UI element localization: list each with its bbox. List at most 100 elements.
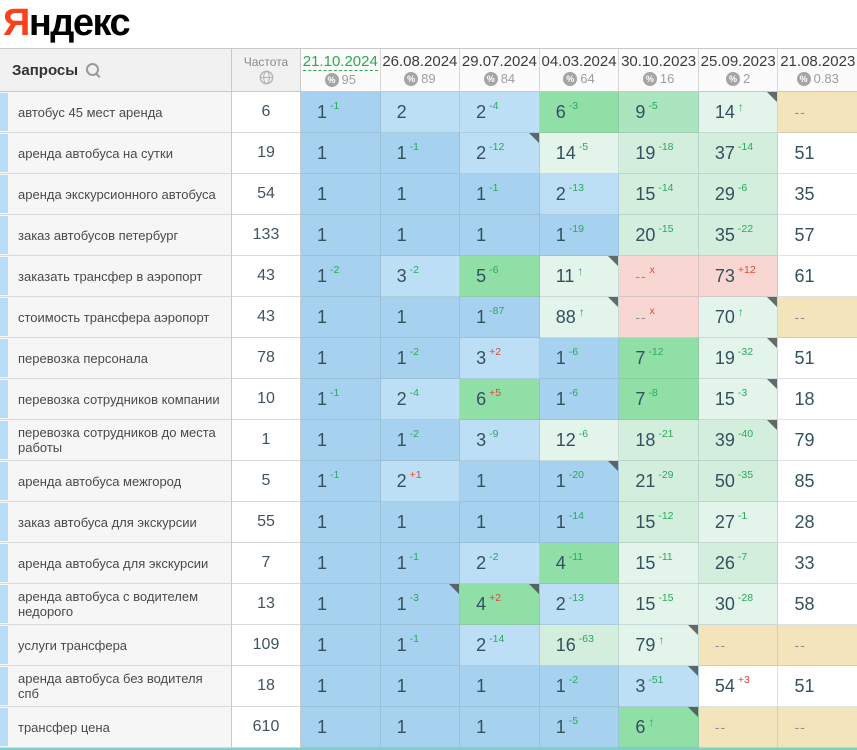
- position-cell[interactable]: 1 -1: [460, 174, 540, 215]
- position-cell[interactable]: 85: [778, 461, 857, 502]
- position-cell[interactable]: 50 -35: [698, 461, 779, 502]
- position-cell[interactable]: 1 -6: [539, 338, 620, 379]
- position-cell[interactable]: 1: [301, 543, 381, 584]
- position-cell[interactable]: 70 ↑: [698, 297, 779, 338]
- position-cell[interactable]: 3 -2: [380, 256, 461, 297]
- position-cell[interactable]: 54 +3: [698, 666, 779, 707]
- position-cell[interactable]: --: [778, 625, 857, 666]
- keyword-cell[interactable]: аренда автобуса с водителем недорого: [0, 584, 232, 625]
- position-cell[interactable]: 1 -1: [301, 92, 381, 133]
- position-cell[interactable]: 1 -1: [301, 379, 381, 420]
- position-cell[interactable]: --: [778, 707, 857, 748]
- keyword-cell[interactable]: перевозка сотрудников компании: [0, 379, 232, 420]
- position-cell[interactable]: 3 -51: [619, 666, 699, 707]
- position-cell[interactable]: 1: [301, 338, 381, 379]
- position-cell[interactable]: 5 -6: [460, 256, 540, 297]
- date-header[interactable]: 25.09.2023% 2: [698, 49, 779, 91]
- date-header[interactable]: 30.10.2023% 16: [619, 49, 699, 91]
- position-cell[interactable]: 20 -15: [619, 215, 699, 256]
- position-cell[interactable]: 6 ↑: [619, 707, 699, 748]
- keyword-cell[interactable]: перевозка сотрудников до места работы: [0, 420, 232, 461]
- position-cell[interactable]: 88 ↑: [539, 297, 620, 338]
- position-cell[interactable]: 28: [778, 502, 857, 543]
- position-cell[interactable]: 1: [380, 666, 461, 707]
- position-cell[interactable]: 21 -29: [619, 461, 699, 502]
- position-cell[interactable]: 4 -11: [539, 543, 620, 584]
- position-cell[interactable]: 57: [778, 215, 857, 256]
- position-cell[interactable]: 79 ↑: [619, 625, 699, 666]
- keyword-cell[interactable]: аренда автобуса межгород: [0, 461, 232, 502]
- keyword-cell[interactable]: заказать трансфер в аэропорт: [0, 256, 232, 297]
- position-cell[interactable]: 1: [301, 297, 381, 338]
- position-cell[interactable]: 1: [460, 461, 540, 502]
- search-icon[interactable]: [86, 62, 100, 76]
- date-header[interactable]: 29.07.2024% 84: [460, 49, 540, 91]
- position-cell[interactable]: 58: [778, 584, 857, 625]
- position-cell[interactable]: 6 -3: [539, 92, 620, 133]
- position-cell[interactable]: --: [778, 92, 857, 133]
- date-header[interactable]: 21.08.2023% 0.83: [778, 49, 857, 91]
- position-cell[interactable]: 14 ↑: [698, 92, 779, 133]
- position-cell[interactable]: 1: [460, 666, 540, 707]
- position-cell[interactable]: 2 +1: [380, 461, 461, 502]
- position-cell[interactable]: 2 -12: [460, 133, 540, 174]
- position-cell[interactable]: --: [778, 297, 857, 338]
- position-cell[interactable]: 2 -13: [539, 584, 620, 625]
- position-cell[interactable]: 1 -1: [380, 625, 461, 666]
- position-cell[interactable]: --: [698, 707, 779, 748]
- position-cell[interactable]: -- x: [619, 297, 699, 338]
- position-cell[interactable]: 12 -6: [539, 420, 620, 461]
- keyword-cell[interactable]: заказ автобуса для экскурсии: [0, 502, 232, 543]
- position-cell[interactable]: 1 -14: [539, 502, 620, 543]
- position-cell[interactable]: 37 -14: [698, 133, 779, 174]
- position-cell[interactable]: 18 -21: [619, 420, 699, 461]
- keyword-cell[interactable]: стоимость трансфера аэропорт: [0, 297, 232, 338]
- keyword-cell[interactable]: перевозка персонала: [0, 338, 232, 379]
- position-cell[interactable]: 1: [380, 502, 461, 543]
- date-header[interactable]: 21.10.2024% 95: [301, 49, 381, 91]
- position-cell[interactable]: 1 -2: [539, 666, 620, 707]
- position-cell[interactable]: 1 -1: [380, 543, 461, 584]
- position-cell[interactable]: 15 -11: [619, 543, 699, 584]
- position-cell[interactable]: 15 -12: [619, 502, 699, 543]
- position-cell[interactable]: 1: [460, 215, 540, 256]
- position-cell[interactable]: 1: [301, 215, 381, 256]
- position-cell[interactable]: 4 +2: [460, 584, 540, 625]
- position-cell[interactable]: 1: [301, 174, 381, 215]
- position-cell[interactable]: 3 +2: [460, 338, 540, 379]
- position-cell[interactable]: 1 -2: [380, 338, 461, 379]
- position-cell[interactable]: 1: [380, 297, 461, 338]
- keyword-cell[interactable]: автобус 45 мест аренда: [0, 92, 232, 133]
- position-cell[interactable]: 79: [778, 420, 857, 461]
- keyword-cell[interactable]: заказ автобусов петербург: [0, 215, 232, 256]
- position-cell[interactable]: 1 -6: [539, 379, 620, 420]
- position-cell[interactable]: 1: [380, 174, 461, 215]
- keyword-cell[interactable]: трансфер цена: [0, 707, 232, 748]
- position-cell[interactable]: 26 -7: [698, 543, 779, 584]
- position-cell[interactable]: 9 -5: [619, 92, 699, 133]
- position-cell[interactable]: 11 ↑: [539, 256, 620, 297]
- position-cell[interactable]: 51: [778, 133, 857, 174]
- position-cell[interactable]: 15 -14: [619, 174, 699, 215]
- position-cell[interactable]: 51: [778, 338, 857, 379]
- position-cell[interactable]: 1: [460, 707, 540, 748]
- position-cell[interactable]: 1 -2: [301, 256, 381, 297]
- position-cell[interactable]: 30 -28: [698, 584, 779, 625]
- date-header[interactable]: 04.03.2024% 64: [539, 49, 620, 91]
- position-cell[interactable]: 7 -12: [619, 338, 699, 379]
- position-cell[interactable]: 14 -5: [539, 133, 620, 174]
- position-cell[interactable]: 1: [301, 625, 381, 666]
- keyword-cell[interactable]: аренда экскурсионного автобуса: [0, 174, 232, 215]
- position-cell[interactable]: 1: [301, 133, 381, 174]
- position-cell[interactable]: 2 -2: [460, 543, 540, 584]
- position-cell[interactable]: 1: [460, 502, 540, 543]
- position-cell[interactable]: 2 -14: [460, 625, 540, 666]
- position-cell[interactable]: 51: [778, 666, 857, 707]
- position-cell[interactable]: 1: [301, 420, 381, 461]
- position-cell[interactable]: 15 -15: [619, 584, 699, 625]
- position-cell[interactable]: 15 -3: [698, 379, 779, 420]
- position-cell[interactable]: 2: [380, 92, 461, 133]
- position-cell[interactable]: 1: [301, 584, 381, 625]
- keyword-cell[interactable]: аренда автобуса без водителя спб: [0, 666, 232, 707]
- position-cell[interactable]: 27 -1: [698, 502, 779, 543]
